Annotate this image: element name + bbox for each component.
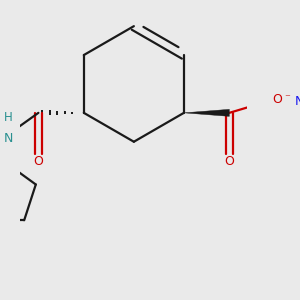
Polygon shape [184,109,229,116]
Text: ⁻: ⁻ [284,93,290,103]
Text: H: H [4,111,13,124]
Text: Na: Na [294,95,300,108]
Text: O: O [34,155,43,168]
Text: O: O [273,93,283,106]
Text: N: N [4,132,13,145]
Text: O: O [224,155,234,168]
